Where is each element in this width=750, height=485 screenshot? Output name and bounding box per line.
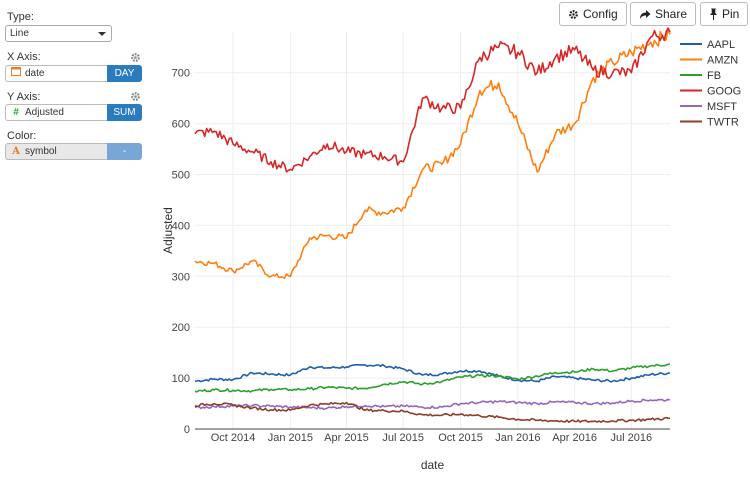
series-line-goog [194,27,671,173]
y-tick-label: 200 [172,322,190,334]
chart-builder-panel: Type: Line X Axis: date DAY Y Axis: # Adj… [0,0,150,485]
yaxis-field-name: Adjusted [25,107,64,118]
share-button[interactable]: Share [630,2,697,26]
x-axis-ticks: Oct 2014 Jan 2015 Apr 2015 Jul 2015 Oct 2015… [211,432,652,444]
color-field-name: symbol [25,146,57,157]
series-line-twtr [194,401,671,424]
hash-icon: # [13,107,19,118]
legend-entry: FB [707,70,721,82]
x-tick-label: Apr 2016 [552,432,597,444]
xaxis-agg-button[interactable]: DAY [107,65,142,82]
series-line-aapl [194,363,671,383]
series-line-amzn [194,28,671,280]
gear-icon [569,10,578,19]
x-tick-label: Jan 2016 [495,432,540,444]
chart-legend: AAPL AMZN FB GOOG MSFT TWTR [680,39,741,129]
xaxis-field-pill[interactable]: date [5,65,107,82]
chart-type-select[interactable]: Line [5,25,112,42]
y-axis-ticks: 0 100 200 300 400 500 600 700 [172,68,190,436]
y-tick-label: 300 [172,271,190,283]
legend-entry: AMZN [707,55,738,67]
yaxis-gear-icon[interactable] [130,91,141,102]
xaxis-label: X Axis: [7,51,41,63]
xaxis-field-name: date [25,68,45,79]
y-tick-label: 600 [172,119,190,131]
legend-entry: GOOG [707,86,741,98]
yaxis-field-pill[interactable]: # Adjusted [5,104,107,121]
y-tick-label: 0 [184,424,190,436]
y-tick-label: 500 [172,170,190,182]
legend-entry: TWTR [707,117,739,129]
series-line-msft [194,398,671,411]
config-button[interactable]: Config [559,2,627,26]
x-tick-label: Jul 2015 [382,432,424,444]
share-label: Share [655,7,688,21]
xaxis-gear-icon[interactable] [130,52,141,63]
chart-type-value: Line [10,28,29,39]
y-tick-label: 100 [172,373,190,385]
color-label: Color: [7,130,37,142]
share-icon [640,10,651,19]
legend-entry: MSFT [707,101,737,113]
x-tick-label: Apr 2015 [324,432,369,444]
x-tick-label: Oct 2014 [211,432,256,444]
y-tick-label: 400 [172,220,190,232]
pin-label: Pin [722,7,740,21]
y-axis-title: Adjusted [161,207,175,254]
yaxis-agg-button[interactable]: SUM [107,104,142,121]
y-tick-label: 700 [172,68,190,80]
calendar-icon [10,66,22,81]
legend-entry: AAPL [707,39,735,51]
x-tick-label: Oct 2015 [438,432,483,444]
color-agg-button[interactable]: - [107,143,142,160]
yaxis-label: Y Axis: [7,91,41,103]
config-label: Config [583,7,618,21]
series-line-fb [194,363,671,393]
x-tick-label: Jul 2016 [611,432,653,444]
type-label: Type: [7,11,34,23]
pin-icon [710,8,717,20]
chevron-down-icon [98,32,106,36]
x-axis-title: date [421,458,445,472]
text-type-icon: A [12,146,20,157]
chart-grid [195,32,670,429]
x-tick-label: Jan 2015 [268,432,313,444]
chart-series [194,27,671,424]
pin-button[interactable]: Pin [700,2,749,26]
